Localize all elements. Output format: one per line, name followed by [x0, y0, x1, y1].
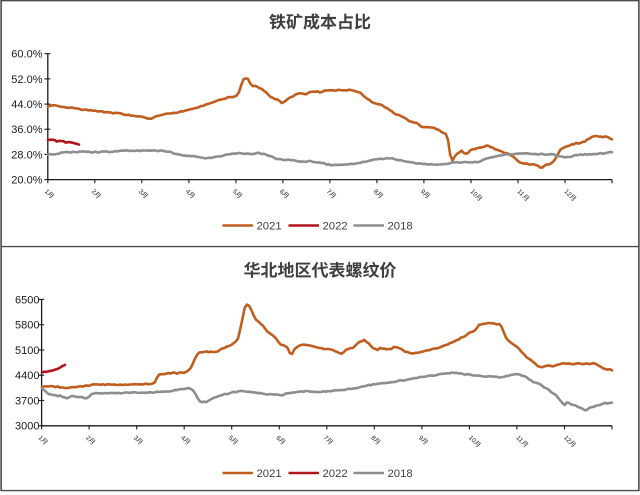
svg-text:36.0%: 36.0% — [11, 124, 42, 136]
svg-text:5100: 5100 — [15, 345, 39, 357]
svg-text:4400: 4400 — [15, 370, 39, 382]
svg-text:3: 3 — [137, 188, 145, 196]
svg-text:4: 4 — [179, 434, 187, 442]
svg-text:2: 2 — [90, 188, 98, 196]
svg-text:2022: 2022 — [323, 468, 348, 480]
svg-text:6: 6 — [274, 434, 282, 442]
svg-text:60.0%: 60.0% — [11, 49, 42, 61]
svg-text:3: 3 — [132, 434, 140, 442]
svg-text:20.0%: 20.0% — [11, 175, 42, 187]
svg-text:3700: 3700 — [15, 395, 39, 407]
svg-text:6: 6 — [278, 188, 286, 196]
svg-text:1: 1 — [37, 434, 45, 442]
svg-text:11: 11 — [514, 434, 524, 444]
svg-text:7: 7 — [325, 188, 333, 196]
svg-text:3000: 3000 — [15, 421, 39, 433]
svg-text:9: 9 — [417, 434, 425, 442]
svg-text:2018: 2018 — [388, 468, 413, 480]
svg-text:1: 1 — [43, 188, 51, 196]
svg-text:52.0%: 52.0% — [11, 74, 42, 86]
svg-text:5: 5 — [231, 188, 239, 196]
svg-text:12: 12 — [562, 434, 572, 444]
svg-text:7: 7 — [322, 434, 330, 442]
svg-text:5: 5 — [227, 434, 235, 442]
svg-text:8: 8 — [369, 434, 377, 442]
svg-text:2018: 2018 — [388, 221, 413, 233]
svg-text:28.0%: 28.0% — [11, 149, 42, 161]
svg-text:9: 9 — [419, 188, 427, 196]
svg-text:2021: 2021 — [257, 468, 282, 480]
svg-text:10: 10 — [469, 188, 479, 198]
svg-text:2: 2 — [84, 434, 92, 442]
svg-text:12: 12 — [563, 188, 573, 198]
svg-text:2022: 2022 — [323, 221, 348, 233]
svg-text:6500: 6500 — [15, 294, 39, 306]
svg-text:2021: 2021 — [257, 221, 282, 233]
svg-text:10: 10 — [467, 434, 477, 444]
svg-text:5800: 5800 — [15, 320, 39, 332]
svg-text:8: 8 — [372, 188, 380, 196]
svg-text:11: 11 — [516, 188, 526, 198]
svg-text:4: 4 — [184, 188, 192, 196]
svg-text:44.0%: 44.0% — [11, 99, 42, 111]
